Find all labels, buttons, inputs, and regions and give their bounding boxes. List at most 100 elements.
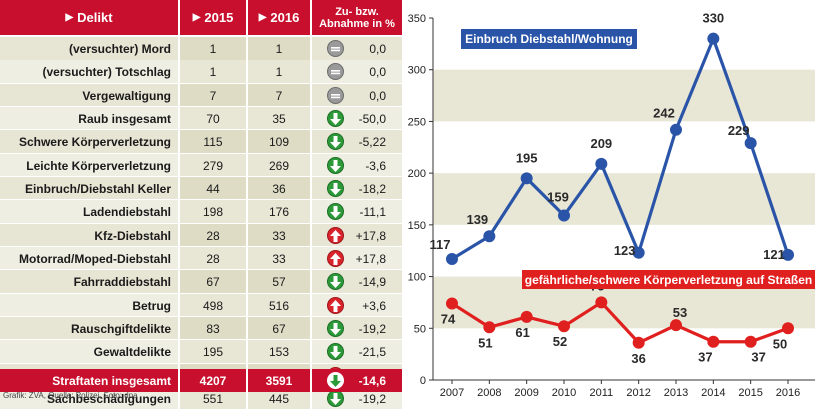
- row-value-2016: 7: [248, 84, 310, 107]
- y-tick-label: 300: [408, 65, 426, 77]
- data-label: 242: [653, 106, 675, 121]
- table-row: Rauschgiftdelikte 83 67 -19,2: [0, 317, 402, 340]
- table-row: Ladendiebstahl 198 176 -11,1: [0, 200, 402, 223]
- row-change-percent: 0,0: [358, 60, 402, 83]
- row-value-2015: 28: [180, 247, 246, 270]
- row-divider: [0, 363, 402, 364]
- data-point: [744, 335, 757, 348]
- data-label: 209: [590, 136, 612, 151]
- arrow-down-icon: [326, 343, 344, 360]
- header-2016: ▶ 2016: [248, 0, 310, 35]
- x-tick-label: 2009: [514, 387, 538, 399]
- x-tick-label: 2013: [664, 387, 688, 399]
- data-label: 52: [553, 334, 567, 349]
- data-point: [782, 248, 794, 261]
- table-row: Leichte Körperverletzung 279 269 -3,6: [0, 154, 402, 177]
- arrow-down-icon: [326, 180, 344, 197]
- x-tick-label: 2011: [590, 387, 614, 399]
- row-value-2016: 33: [248, 224, 310, 247]
- neutral-icon: [326, 40, 344, 57]
- row-name: Straftaten insgesamt: [0, 369, 178, 392]
- table-row: (versuchter) Totschlag 1 1 0,0: [0, 60, 402, 83]
- y-tick-label: 0: [420, 375, 426, 387]
- triangle-right-icon: ▶: [258, 12, 267, 23]
- row-divider: [0, 106, 402, 107]
- row-value-2016: 35: [248, 107, 310, 130]
- row-name: Kfz-Diebstahl: [0, 224, 178, 247]
- row-change-percent: +17,8: [356, 247, 402, 270]
- row-divider: [0, 339, 402, 340]
- arrow-down-icon: [326, 133, 344, 150]
- row-change-percent: 0,0: [358, 37, 402, 60]
- row-name: Vergewaltigung: [0, 84, 178, 107]
- data-label: 74: [441, 311, 456, 326]
- arrow-down-icon: [326, 110, 344, 127]
- y-tick-label: 100: [408, 272, 426, 284]
- row-value-2016: 36: [248, 177, 310, 200]
- data-point: [595, 157, 608, 170]
- table-row: Betrug 498 516 +3,6: [0, 294, 402, 317]
- table-row: (versuchter) Mord 1 1 0,0: [0, 37, 402, 60]
- row-name: Schwere Körperverletzung: [0, 130, 178, 153]
- arrow-up-icon: [326, 250, 344, 267]
- data-label: 195: [516, 150, 538, 165]
- neutral-icon: [326, 87, 344, 104]
- data-point: [632, 336, 645, 349]
- row-value-2015: 67: [180, 270, 246, 293]
- row-value-2016: 67: [248, 317, 310, 340]
- header-change: Zu- bzw. Abnahme in %: [312, 0, 402, 35]
- row-divider: [0, 176, 402, 177]
- data-point: [483, 321, 496, 334]
- data-label: 139: [466, 212, 488, 227]
- row-value-2015: 70: [180, 107, 246, 130]
- y-tick-label: 200: [408, 168, 426, 180]
- row-name: (versuchter) Mord: [0, 37, 178, 60]
- data-label: 229: [728, 123, 750, 138]
- table-row: Kfz-Diebstahl 28 33 +17,8: [0, 224, 402, 247]
- row-divider: [0, 153, 402, 154]
- row-change-percent: +17,8: [356, 224, 402, 247]
- row-trend: [312, 60, 358, 83]
- data-point: [707, 32, 720, 45]
- row-trend: [312, 317, 358, 340]
- series-legend-label: Einbruch Diebstahl/Wohnung: [465, 32, 633, 46]
- row-value-2015: 44: [180, 177, 246, 200]
- data-label: 330: [702, 11, 724, 26]
- row-change-percent: -14,9: [358, 270, 402, 293]
- row-value-2015: 7: [180, 84, 246, 107]
- row-change-percent: -14,6: [358, 369, 402, 392]
- series-line: [451, 37, 790, 261]
- header-2016-label: 2016: [270, 10, 300, 25]
- row-trend: [312, 107, 358, 130]
- y-tick-label: 250: [408, 116, 426, 128]
- data-label: 121: [763, 247, 785, 262]
- header-change-label: Zu- bzw. Abnahme in %: [319, 5, 395, 30]
- x-tick-label: 2016: [776, 387, 800, 399]
- arrow-down-icon: [326, 372, 344, 389]
- row-trend: [312, 340, 358, 363]
- row-value-2016: 57: [248, 270, 310, 293]
- row-name: Gewaltdelikte: [0, 340, 178, 363]
- row-value-2015: 498: [180, 294, 246, 317]
- x-tick-label: 2012: [626, 387, 650, 399]
- row-divider: [0, 83, 402, 84]
- table-row: Raub insgesamt 70 35 -50,0: [0, 107, 402, 130]
- row-name: (versuchter) Totschlag: [0, 60, 178, 83]
- row-change-percent: 0,0: [358, 84, 402, 107]
- x-tick-label: 2008: [477, 387, 501, 399]
- row-trend: [312, 270, 358, 293]
- row-change-percent: -5,22: [358, 130, 402, 153]
- row-value-2016: 176: [248, 200, 310, 223]
- table-row: Vergewaltigung 7 7 0,0: [0, 84, 402, 107]
- data-label: 51: [478, 335, 492, 350]
- row-name: Ladendiebstahl: [0, 200, 178, 223]
- row-trend: [312, 247, 358, 270]
- row-name: Raub insgesamt: [0, 107, 178, 130]
- data-point: [446, 297, 458, 310]
- row-value-2015: 1: [180, 60, 246, 83]
- arrow-down-icon: [326, 320, 344, 337]
- data-point: [632, 246, 645, 259]
- row-value-2015: 1: [180, 37, 246, 60]
- header-delikt: ▶ Delikt: [0, 0, 178, 35]
- arrow-up-icon: [326, 297, 344, 314]
